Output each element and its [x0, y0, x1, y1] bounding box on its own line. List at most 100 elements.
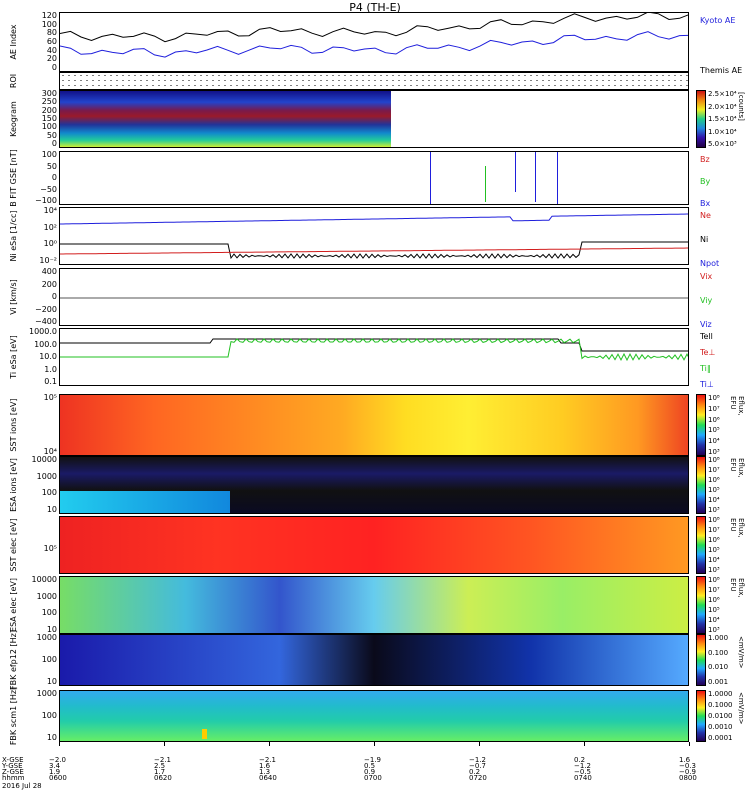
- x-tick-value: 0600: [49, 774, 67, 782]
- colorbar: [696, 90, 706, 148]
- panel-ylabel: Ni eSa [1/cc]: [9, 210, 18, 262]
- colorbar-tick: 0.0010: [708, 723, 733, 731]
- y-tick-label: 0: [51, 139, 57, 148]
- x-tick-mark: [479, 742, 480, 746]
- x-tick-value: 0.2: [469, 768, 481, 776]
- colorbar-title: <mV/m>: [737, 636, 745, 669]
- y-tick-label: 150: [41, 114, 57, 123]
- x-tick-value: −0.3: [679, 762, 696, 770]
- colorbar-tick: 10⁸: [708, 576, 720, 584]
- x-tick-value: 1.9: [49, 768, 61, 776]
- colorbar-tick: 10⁵: [708, 486, 720, 494]
- y-tick-label: 120: [41, 11, 57, 20]
- x-row-label: X-GSE: [2, 756, 24, 764]
- legend-entry: Ti‖: [700, 364, 711, 373]
- panel-ylabel: ESA ions [eV]: [9, 458, 18, 512]
- y-tick-label: 100: [41, 608, 57, 618]
- x-tick-value: 0740: [574, 774, 592, 782]
- y-tick-label: 1000: [36, 689, 57, 698]
- panel-ae: [59, 12, 689, 72]
- colorbar-tick: 10⁸: [708, 456, 720, 464]
- x-tick-value: 0700: [364, 774, 382, 782]
- y-tick-label: 60: [46, 37, 57, 46]
- colorbar-tick: 2.5×10⁴: [708, 90, 737, 98]
- y-tick-label: 100: [41, 122, 57, 132]
- y-tick-label: −50: [40, 184, 57, 194]
- y-tick-label: 300: [41, 89, 57, 98]
- npot-line: [60, 213, 688, 225]
- panel-ylabel: SST elec [eV]: [9, 518, 18, 572]
- x-tick-value: 0620: [154, 774, 172, 782]
- panel-fbk1: [59, 634, 689, 686]
- y-tick-label: 10⁴: [43, 206, 57, 215]
- colorbar-tick: 0.001: [708, 678, 729, 686]
- colorbar-tick: 1.5×10⁴: [708, 115, 737, 123]
- ae-plot: [60, 13, 688, 58]
- y-tick-label: 10: [46, 505, 57, 514]
- colorbar-tick: 0.100: [708, 648, 729, 657]
- colorbar-tick: 1.0000: [708, 690, 733, 698]
- colorbar: [696, 690, 706, 742]
- series-line-0: [60, 13, 688, 43]
- x-tick-mark: [689, 742, 690, 746]
- x-row-label: Y-GSE: [2, 762, 23, 770]
- legend-entry: Te⊥: [700, 348, 716, 357]
- ti-plot: [60, 338, 688, 362]
- y-tick-label: 0: [51, 292, 57, 301]
- colorbar: [696, 456, 706, 514]
- y-tick-label: 10⁰: [43, 239, 57, 249]
- y-tick-label: 10000: [31, 575, 57, 584]
- y-tick-label: 0.1: [44, 377, 57, 386]
- legend-entry: Bz: [700, 155, 710, 164]
- y-tick-label: 10⁵: [43, 544, 57, 553]
- legend-entry: Vix: [700, 272, 713, 281]
- y-tick-label: 10: [46, 733, 57, 742]
- colorbar-tick: 0.1000: [708, 701, 733, 709]
- y-tick-label: 1.0: [44, 364, 57, 374]
- colorbar-tick: 0.0001: [708, 734, 733, 742]
- panel-esa_i: [59, 456, 689, 514]
- x-tick-value: −2.1: [154, 756, 171, 764]
- y-tick-label: −200: [35, 304, 57, 314]
- x-tick-value: −0.7: [469, 762, 486, 770]
- colorbar-title: Eflux, EFU: [729, 396, 745, 416]
- panel-vi: [59, 268, 689, 326]
- ni-line: [60, 241, 688, 260]
- colorbar-tick: 1.0×10⁴: [708, 127, 737, 136]
- legend-entry: Viy: [700, 296, 713, 305]
- x-tick-value: −0.5: [574, 768, 591, 776]
- y-tick-label: 100: [41, 711, 57, 720]
- colorbar-tick: 5.0×10³: [708, 140, 737, 148]
- panel-ylabel: FBK scm1 [Hz]: [9, 686, 18, 746]
- colorbar-title: [counts]: [737, 92, 745, 121]
- panel-ylabel: ESA elec [eV]: [9, 578, 18, 632]
- y-tick-label: 100: [41, 150, 57, 159]
- panel-roi: [59, 72, 689, 90]
- x-tick-value: 1.6: [679, 756, 691, 764]
- panel-ylabel: Vi [km/s]: [9, 279, 18, 315]
- colorbar-tick: 10⁵: [708, 546, 720, 554]
- colorbar: [696, 516, 706, 574]
- y-tick-label: 40: [46, 45, 57, 55]
- colorbar-tick: 10⁴: [708, 437, 720, 446]
- colorbar-tick: 10⁶: [708, 596, 720, 604]
- colorbar: [696, 576, 706, 634]
- x-tick-value: 1.6: [259, 762, 271, 770]
- x-tick-mark: [269, 742, 270, 746]
- x-tick-mark: [584, 742, 585, 746]
- y-tick-label: 10⁴: [43, 447, 57, 456]
- fbk-spot: [202, 729, 207, 739]
- x-tick-value: −2.0: [49, 756, 66, 764]
- panel-ylabel: Keogram: [9, 101, 18, 137]
- x-tick-value: 1.3: [259, 768, 271, 776]
- y-tick-label: 10000: [31, 455, 57, 464]
- panel-keogram: [59, 90, 689, 148]
- panel-ti: [59, 328, 689, 386]
- colorbar-tick: 10⁷: [708, 586, 720, 594]
- colorbar-tick: 10³: [708, 626, 720, 634]
- y-tick-label: 10²: [43, 222, 57, 232]
- legend-entry: By: [700, 177, 711, 186]
- panel-bfit: [59, 151, 689, 205]
- plot-title: P4 (TH-E): [349, 1, 401, 14]
- y-tick-label: 250: [41, 97, 57, 107]
